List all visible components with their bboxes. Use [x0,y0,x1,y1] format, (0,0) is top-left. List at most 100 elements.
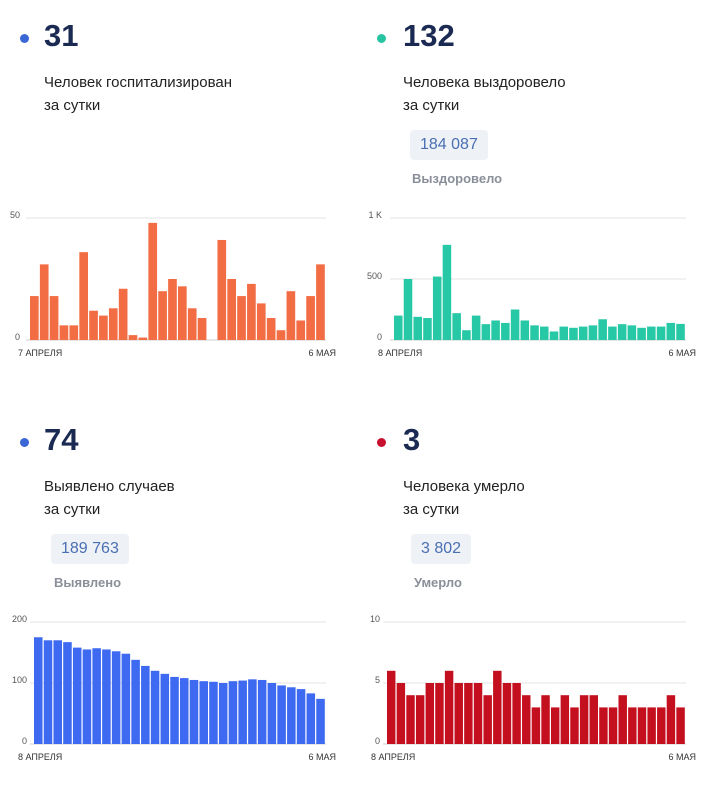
bar [647,326,656,340]
bar [531,707,541,744]
indicator-dot [377,438,386,447]
bar [267,683,277,744]
bar [413,316,422,340]
bar [541,695,550,744]
bar [316,264,325,340]
bar [676,323,685,340]
bar [296,320,306,340]
bar [406,695,415,744]
bar [396,683,406,744]
y-tick-label: 500 [367,271,382,281]
x-end-label: 6 МАЯ [308,348,336,358]
bar [237,296,246,340]
total-label: Выявлено [54,575,122,590]
bar [306,693,316,744]
bar [394,315,403,340]
bar [69,325,79,340]
bar [444,670,454,744]
total-badge: 184 087 [410,130,488,160]
bar [296,689,306,744]
bar [387,670,396,744]
bar [589,695,598,744]
bar [617,324,627,340]
y-tick-label: 100 [12,675,27,685]
bar [454,683,463,744]
bar [483,695,492,744]
total-label: Умерло [414,575,462,590]
bar [102,649,111,744]
bar [512,683,521,744]
bar [618,695,627,744]
bar [158,291,167,340]
bar [168,279,177,340]
bar [187,308,197,340]
bar [560,695,570,744]
bar [501,322,510,340]
bar [141,665,150,744]
bar [493,670,502,744]
description: Выявлено случаев за сутки [44,475,304,521]
bar [287,687,296,744]
description-line-2: за сутки [44,501,101,518]
description-line-2: за сутки [403,97,460,114]
panel-deaths: 3 Человека умерло за сутки 3 802 Умерло … [360,404,700,794]
bar [569,327,578,340]
bar [111,651,121,744]
bar [637,707,647,744]
bar [550,707,560,744]
bar [39,264,49,340]
indicator-dot [20,34,29,43]
bar [316,698,325,744]
bar [53,640,62,744]
bar [286,291,296,340]
description-line-2: за сутки [44,97,101,114]
panel-cases: 74 Выявлено случаев за сутки 189 763 Выя… [0,404,340,794]
bar [588,325,598,340]
bar-chart: 0 5 10 8 АПРЕЛЯ 6 МАЯ [370,614,696,762]
x-start-label: 7 АПРЕЛЯ [18,348,62,358]
panel-recovered: 132 Человека выздоровело за сутки 184 08… [360,0,700,390]
indicator-dot [20,438,29,447]
bar [180,678,189,744]
bar [502,683,512,744]
y-tick-label: 5 [375,675,380,685]
bar [257,679,267,744]
bar [34,637,43,744]
y-tick-label: 0 [15,332,20,342]
bar [227,279,236,340]
bar [150,670,160,744]
bar [435,683,444,744]
bar [277,685,286,744]
x-end-label: 6 МАЯ [308,752,336,762]
bar [425,683,435,744]
bar [247,283,256,340]
bar [63,642,72,744]
bar [276,330,286,340]
description-line-1: Человек госпитализирован [44,74,233,91]
bar [248,679,257,744]
bar [637,327,646,340]
bar [160,673,170,744]
y-tick-label: 0 [22,736,27,746]
bar [306,296,315,340]
bar [608,707,618,744]
description-line-1: Человека выздоровело [403,74,566,91]
bar [266,318,276,340]
description-line-1: Человека умерло [403,478,525,495]
bar [481,324,491,340]
bar [148,222,158,340]
panel-hospitalized: 31 Человек госпитализирован за сутки 0 50… [0,0,340,390]
bar [59,325,69,340]
bar [189,679,199,744]
bar [89,310,98,340]
x-end-label: 6 МАЯ [668,752,696,762]
daily-value: 3 [403,422,421,457]
bar [540,326,549,340]
bar [464,683,473,744]
y-tick-label: 0 [375,736,380,746]
description-line-1: Выявлено случаев [44,478,175,495]
bar [199,681,208,744]
bar [462,330,471,340]
indicator-dot [377,34,386,43]
bar [118,288,128,340]
